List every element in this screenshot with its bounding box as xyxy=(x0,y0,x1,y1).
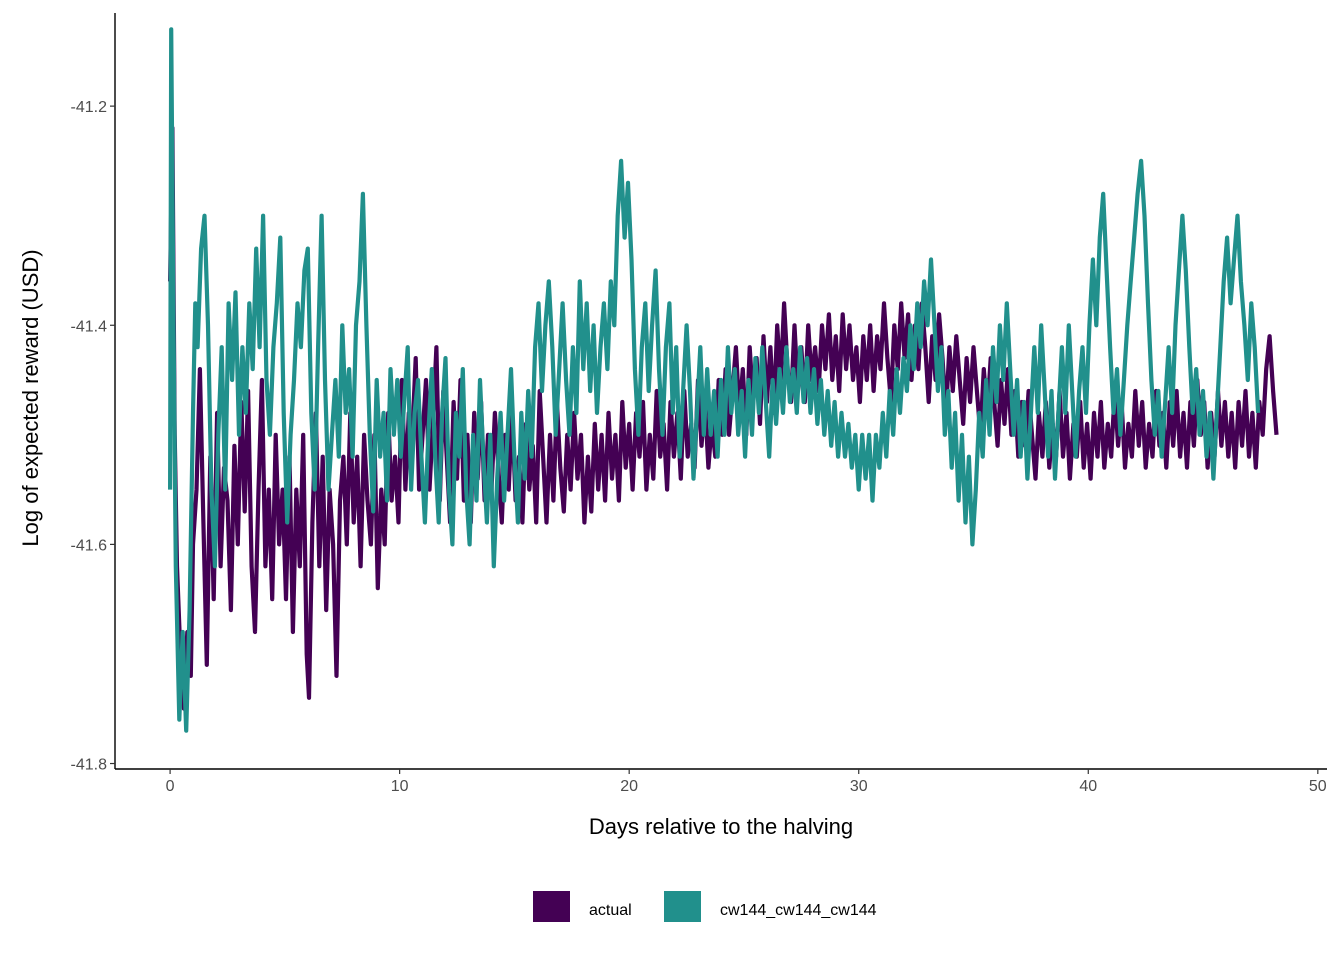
legend-label-1: actual xyxy=(589,902,632,919)
legend-key-2 xyxy=(664,891,701,922)
x-tick-label: 40 xyxy=(1079,778,1097,795)
x-tick-label: 50 xyxy=(1309,778,1327,795)
y-ticks: -41.8 -41.6 -41.4 -41.2 xyxy=(71,99,115,774)
legend-label-2: cw144_cw144_cw144 xyxy=(720,902,877,919)
y-tick-label: -41.6 xyxy=(71,537,108,554)
y-tick-label: -41.2 xyxy=(71,99,108,116)
plot-area xyxy=(168,27,1279,733)
x-tick-label: 0 xyxy=(166,778,175,795)
y-tick-label: -41.8 xyxy=(71,757,108,774)
x-tick-label: 30 xyxy=(850,778,868,795)
x-axis-title: Days relative to the halving xyxy=(589,814,853,839)
x-ticks: 0 10 20 30 40 50 xyxy=(166,769,1327,795)
x-tick-label: 10 xyxy=(391,778,409,795)
y-axis-title: Log of expected reward (USD) xyxy=(18,249,43,546)
legend: actual cw144_cw144_cw144 xyxy=(533,891,877,922)
legend-key-1 xyxy=(533,891,570,922)
x-tick-label: 20 xyxy=(620,778,638,795)
series-line-2 xyxy=(168,27,1261,733)
y-tick-label: -41.4 xyxy=(71,318,108,335)
